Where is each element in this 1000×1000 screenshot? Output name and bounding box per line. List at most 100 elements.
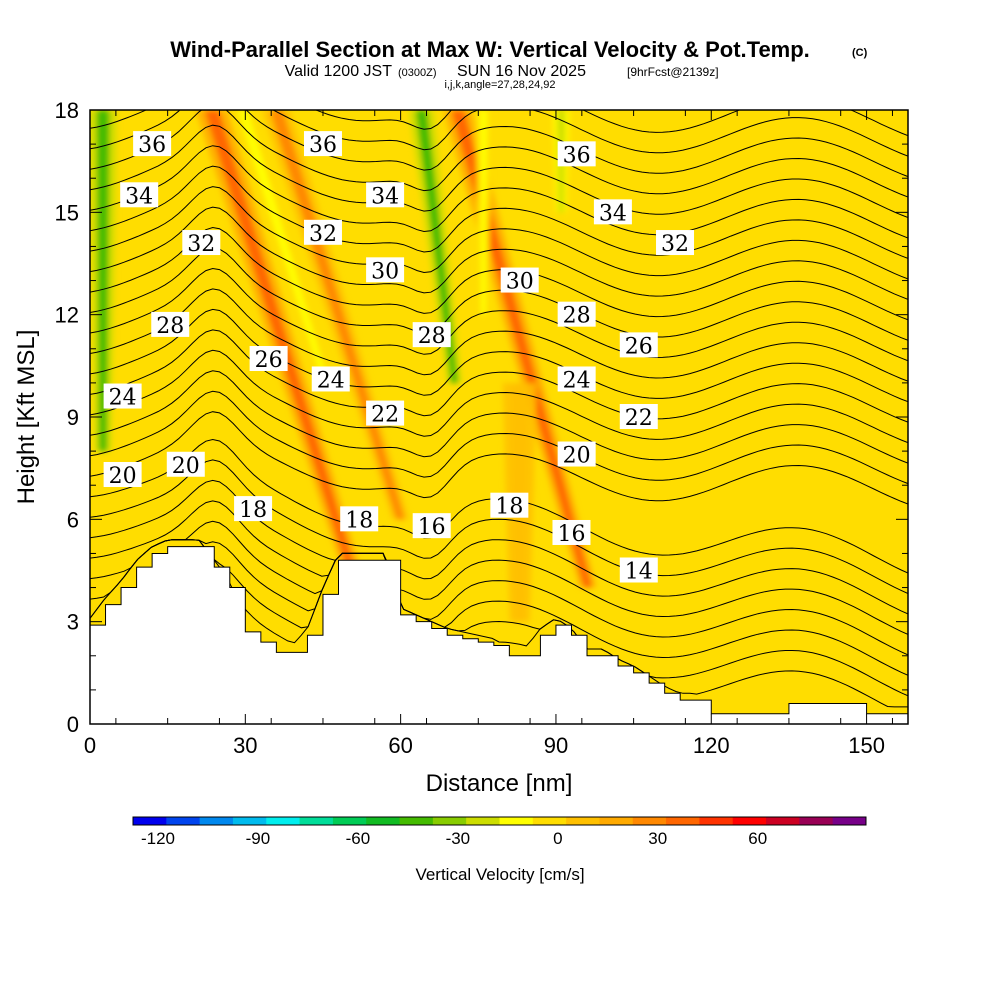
y-tick-label: 9 (67, 405, 79, 430)
contour-label: 30 (371, 259, 399, 284)
y-tick-label: 3 (67, 610, 79, 635)
contour-label: 26 (625, 334, 653, 359)
colorbar-swatch (632, 817, 667, 825)
contour-label: 28 (156, 314, 184, 339)
theta-contour (90, 390, 908, 485)
contour-label: 24 (563, 368, 591, 393)
colorbar-swatch (466, 817, 500, 825)
x-tick-label: 120 (693, 733, 730, 758)
chart-title: Wind-Parallel Section at Max W: Vertical… (170, 37, 810, 62)
theta-contour (90, 459, 908, 594)
velocity-streak-core (204, 110, 356, 571)
theta-contour (90, 145, 908, 239)
contour-label-box (552, 519, 591, 545)
contour-label-box (619, 332, 658, 358)
velocity-streak-core (415, 110, 458, 383)
y-tick-label: 15 (55, 200, 79, 225)
contour-label: 32 (309, 222, 337, 247)
contour-label-box (366, 400, 405, 426)
colorbar-swatch (666, 817, 700, 825)
colorbar-swatch (499, 817, 534, 825)
contour-label-box (103, 383, 142, 409)
theta-contour (90, 267, 908, 362)
contour-label-box (234, 496, 273, 522)
contour-label-box (412, 513, 451, 539)
copyright-mark: (C) (852, 47, 868, 59)
velocity-streak-core (237, 110, 329, 383)
contour-label: 30 (506, 270, 534, 295)
colorbar-swatch (232, 817, 267, 825)
y-tick-label: 0 (67, 712, 79, 737)
theta-contour (90, 411, 908, 505)
y-tick-label: 12 (55, 303, 79, 328)
contour-label: 36 (309, 133, 337, 158)
theta-contour (90, 288, 908, 382)
contour-label: 16 (557, 522, 585, 547)
contour-label-box (619, 404, 658, 429)
colorbar-swatch (299, 817, 334, 825)
theta-contour (90, 247, 908, 341)
contour-label-box (490, 492, 529, 518)
contour-label: 22 (625, 406, 653, 431)
colorbar-tick-label: 0 (553, 829, 562, 848)
contour-label: 28 (563, 304, 591, 329)
theta-contour (90, 539, 908, 676)
theta-contour (90, 206, 908, 300)
contour-label: 20 (563, 444, 591, 469)
contour-label-box (619, 557, 658, 583)
contour-label: 20 (109, 464, 137, 489)
contour-label: 34 (599, 201, 627, 226)
colorbar-swatch (199, 817, 234, 825)
contour-label-box (166, 451, 205, 477)
colorbar-swatch (599, 817, 634, 825)
contour-label-box (311, 366, 350, 392)
contour-label-box (366, 257, 405, 283)
contour-label: 18 (345, 508, 373, 533)
contour-label-box (412, 322, 451, 348)
velocity-streak-core (479, 110, 488, 315)
contour-label: 32 (661, 232, 689, 257)
x-axis-label: Distance [nm] (426, 770, 573, 797)
colorbar-swatch (432, 817, 467, 825)
colorbar-swatch (399, 817, 434, 825)
forecast-label: [9hrFcst@2139z] (627, 65, 719, 79)
contour-label: 26 (255, 348, 283, 373)
theta-contour (90, 186, 908, 280)
theta-contour (90, 349, 908, 444)
contour-label-box (182, 230, 221, 256)
contour-label: 36 (563, 143, 591, 168)
contour-label-box (593, 199, 632, 225)
colorbar-tick-label: -30 (446, 829, 471, 848)
contour-label-box (557, 141, 596, 167)
colorbar-label: Vertical Velocity [cm/s] (415, 865, 584, 884)
colorbar-swatch (332, 817, 367, 825)
colorbar-tick-label: -120 (141, 829, 175, 848)
plot-area: 36 36 36 34 34 34 32 32 32 30 30 28 28 28 26 26 24 24 24 22… (90, 110, 908, 724)
colorbar-swatch (133, 817, 167, 825)
colorbar-tick-label: -90 (246, 829, 271, 848)
contour-label: 16 (418, 515, 446, 540)
contour-label: 18 (239, 498, 267, 523)
valid-time-utc: (0300Z) (398, 67, 437, 79)
contour-label-box (340, 506, 379, 532)
theta-contour (90, 329, 908, 423)
theta-contour (90, 124, 908, 218)
valid-time-prefix: Valid 1200 JST (285, 63, 393, 80)
colorbar-swatch (266, 817, 301, 825)
contour-label-box (366, 182, 405, 208)
velocity-streak-core (96, 110, 110, 452)
contour-label: 24 (109, 386, 137, 411)
colorbar-swatch (766, 817, 800, 825)
y-axis-label: Height [Kft MSL] (13, 330, 40, 505)
theta-contour (90, 500, 908, 635)
terrain-profile (90, 546, 908, 724)
contour-label: 24 (317, 368, 345, 393)
theta-contour (90, 165, 908, 259)
theta-contour (90, 479, 908, 615)
contour-label: 14 (625, 560, 653, 585)
y-tick-label: 18 (55, 98, 79, 123)
x-tick-label: 90 (544, 733, 568, 758)
contour-label: 36 (138, 133, 166, 158)
valid-date: SUN 16 Nov 2025 (457, 63, 586, 80)
